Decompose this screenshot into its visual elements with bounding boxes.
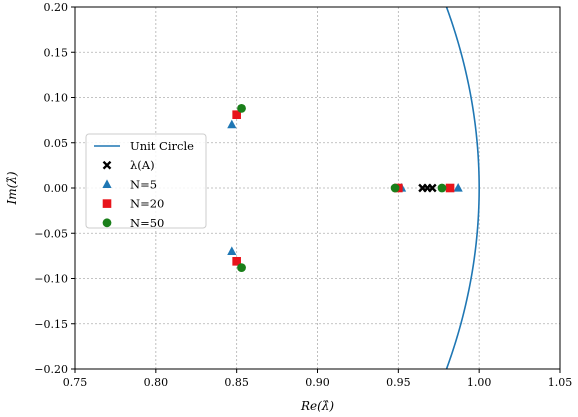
points-layer (227, 103, 463, 273)
y-tick-label: 0.00 (44, 182, 69, 195)
point-series-3-1 (237, 263, 246, 273)
point-series-1-1 (227, 246, 237, 255)
legend-marker-3 (102, 218, 112, 228)
legend-marker-0 (102, 160, 112, 170)
point-series-2-1 (232, 257, 241, 266)
unit-circle-line (445, 7, 480, 369)
legend-label-3: N=50 (130, 216, 164, 230)
y-tick-label: 0.10 (44, 92, 69, 105)
legend: Unit Circle λ(A) N=5 N=20 N=50 (85, 133, 207, 230)
y-tick-label: −0.10 (34, 273, 68, 286)
legend-label-2: N=20 (130, 197, 164, 211)
y-tick-label: 0.20 (44, 1, 69, 14)
y-tick-label: 0.15 (44, 46, 69, 59)
curve-layer (445, 7, 480, 369)
y-axis-label: Im(λ̂) (5, 171, 19, 205)
legend-label-unit-circle: Unit Circle (130, 139, 194, 153)
x-tick-label: 0.75 (63, 376, 88, 389)
x-tick-label: 1.05 (548, 376, 573, 389)
point-series-0-2 (427, 183, 437, 193)
x-tick-label: 0.85 (224, 376, 249, 389)
x-axis-label: Re(λ̂) (300, 399, 334, 413)
y-tick-label: −0.20 (34, 363, 68, 376)
x-tick-label: 0.80 (144, 376, 169, 389)
point-series-3-3 (437, 183, 447, 193)
x-tick-label: 0.95 (386, 376, 411, 389)
legend-box (85, 133, 207, 229)
legend-marker-0-stroke (102, 160, 112, 170)
legend-marker-2 (102, 199, 112, 208)
point-series-1-0 (227, 119, 237, 129)
y-tick-label: 0.05 (44, 137, 69, 150)
point-series-1-3 (453, 183, 463, 192)
point-series-0-2-stroke (427, 183, 437, 193)
ticks: 0.75 0.80 0.85 0.90 0.95 1.00 1.05 −0.20 −0.15 −0… (34, 1, 572, 389)
point-series-2-0 (232, 110, 241, 119)
point-series-3-2 (390, 183, 400, 193)
point-series-2-3 (445, 183, 455, 193)
y-tick-label: −0.05 (34, 227, 68, 240)
point-series-3-0 (237, 103, 246, 113)
legend-label-0: λ(A) (130, 158, 155, 172)
y-tick-label: −0.15 (34, 318, 68, 331)
x-tick-label: 1.00 (467, 376, 492, 389)
legend-label-1: N=5 (130, 177, 157, 191)
legend-marker-1 (102, 179, 112, 188)
x-tick-label: 0.90 (305, 376, 330, 389)
